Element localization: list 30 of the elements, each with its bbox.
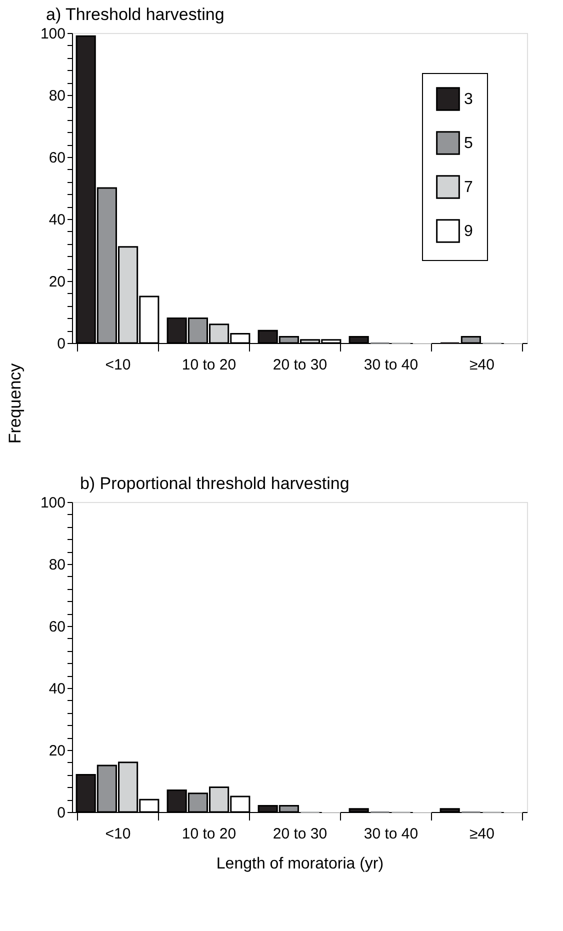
legend-label: 5 (464, 135, 473, 152)
x-tick-label: ≥40 (470, 826, 494, 842)
y-tick-label: 80 (48, 88, 66, 104)
y-tick-label: 80 (48, 556, 66, 574)
y-tick-label: 20 (48, 274, 66, 290)
y-axis-title: Frequency (6, 362, 24, 444)
chart-title: a) Threshold harvesting (46, 5, 224, 24)
legend-label: 7 (464, 179, 473, 196)
x-tick-label: 30 to 40 (364, 356, 418, 374)
x-tick-label: <10 (105, 356, 131, 374)
y-tick-label: 40 (48, 212, 66, 228)
y-tick-label: 40 (48, 680, 66, 698)
x-tick-label: 10 to 20 (182, 356, 236, 374)
legend-label: 3 (464, 91, 473, 108)
x-tick-label: 30 to 40 (364, 826, 418, 842)
x-tick-label: 20 to 30 (272, 356, 328, 374)
y-tick-label: 0 (57, 804, 66, 822)
y-tick-label: 100 (40, 494, 66, 512)
y-tick-label: 100 (40, 26, 66, 42)
y-tick-label: 60 (48, 618, 66, 636)
x-tick-label: 10 to 20 (182, 826, 236, 842)
y-tick-label: 20 (48, 742, 66, 760)
y-tick-label: 0 (57, 336, 66, 352)
x-tick-label: <10 (105, 826, 131, 842)
x-axis-title: Length of moratoria (yr) (216, 856, 384, 872)
legend-label: 9 (464, 223, 473, 240)
y-tick-label: 60 (48, 150, 66, 166)
x-tick-label: ≥40 (470, 356, 494, 374)
chart-title: b) Proportional threshold harvesting (80, 474, 350, 493)
x-tick-label: 20 to 30 (272, 826, 328, 842)
